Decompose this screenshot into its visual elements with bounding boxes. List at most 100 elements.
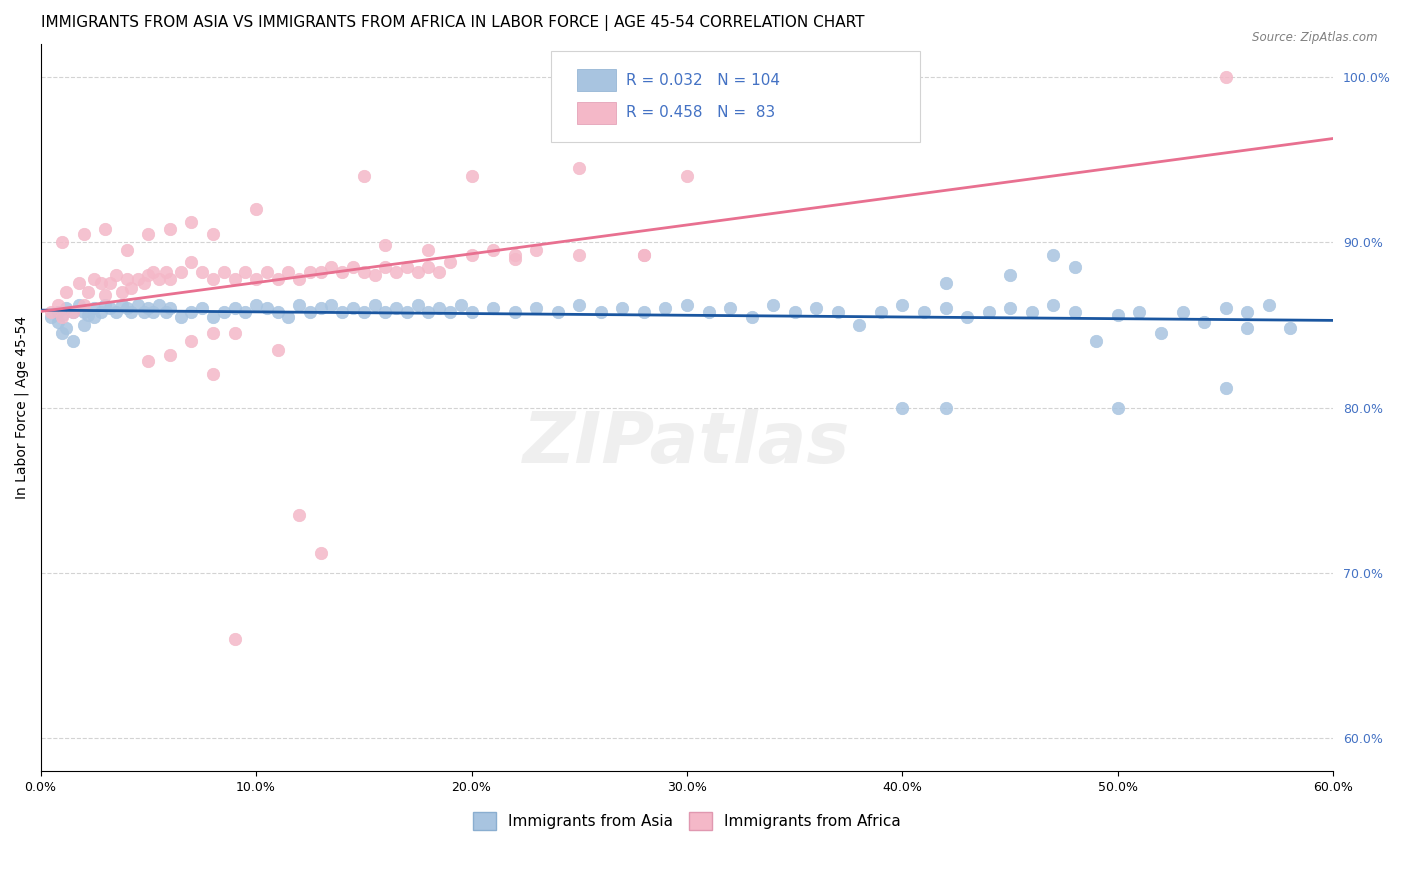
Text: Source: ZipAtlas.com: Source: ZipAtlas.com: [1253, 31, 1378, 45]
Point: [120, 281, 142, 295]
Point: [191, 301, 214, 316]
Point: [169, 310, 191, 324]
Point: [46, 298, 69, 312]
Point: [245, 271, 267, 285]
Point: [568, 248, 591, 262]
Point: [51, 326, 73, 340]
Point: [155, 304, 177, 318]
Point: [363, 298, 385, 312]
Point: [98, 277, 121, 291]
Point: [46, 314, 69, 328]
Point: [363, 268, 385, 283]
Point: [73, 298, 96, 312]
Point: [90, 304, 112, 318]
Point: [460, 169, 482, 183]
Point: [115, 244, 138, 258]
Y-axis label: In Labor Force | Age 45-54: In Labor Force | Age 45-54: [15, 316, 30, 499]
Legend: Immigrants from Asia, Immigrants from Africa: Immigrants from Asia, Immigrants from Af…: [467, 805, 907, 837]
Point: [111, 298, 134, 312]
Point: [62, 304, 84, 318]
Point: [180, 334, 202, 349]
Point: [256, 301, 278, 316]
Point: [427, 301, 450, 316]
Point: [418, 244, 440, 258]
Point: [1085, 334, 1108, 349]
Point: [138, 301, 160, 316]
Point: [503, 248, 526, 262]
Point: [1171, 304, 1194, 318]
Point: [935, 401, 957, 415]
Point: [1192, 314, 1215, 328]
Point: [977, 304, 1000, 318]
Point: [309, 265, 332, 279]
Point: [41, 304, 63, 318]
Point: [353, 169, 375, 183]
Point: [482, 301, 505, 316]
Point: [718, 301, 741, 316]
Point: [191, 265, 214, 279]
Point: [288, 271, 311, 285]
Point: [503, 304, 526, 318]
Point: [180, 215, 202, 229]
Point: [460, 304, 482, 318]
Point: [450, 298, 472, 312]
Point: [589, 304, 612, 318]
Point: [998, 301, 1021, 316]
Point: [891, 401, 914, 415]
Point: [1042, 298, 1064, 312]
Point: [330, 265, 353, 279]
Point: [547, 304, 569, 318]
Text: ZIPatlas: ZIPatlas: [523, 409, 851, 478]
Point: [62, 334, 84, 349]
Point: [212, 265, 235, 279]
Point: [77, 285, 100, 299]
Point: [212, 304, 235, 318]
Point: [115, 271, 138, 285]
FancyBboxPatch shape: [551, 51, 920, 142]
Text: R = 0.032   N = 104: R = 0.032 N = 104: [626, 72, 780, 87]
Point: [633, 248, 655, 262]
Point: [55, 321, 77, 335]
Point: [266, 304, 288, 318]
Point: [51, 308, 73, 322]
Point: [46, 304, 69, 318]
Point: [827, 304, 849, 318]
Point: [132, 277, 155, 291]
Point: [159, 222, 181, 236]
Point: [806, 301, 828, 316]
Point: [142, 304, 165, 318]
Point: [51, 310, 73, 324]
Point: [353, 304, 375, 318]
Point: [309, 546, 332, 560]
Point: [654, 301, 676, 316]
Point: [201, 271, 224, 285]
Point: [1107, 308, 1129, 322]
Point: [1236, 321, 1258, 335]
Point: [41, 310, 63, 324]
Point: [94, 298, 117, 312]
Point: [67, 298, 90, 312]
Point: [503, 252, 526, 266]
Point: [105, 268, 128, 283]
Point: [633, 248, 655, 262]
Point: [67, 277, 90, 291]
Point: [224, 326, 246, 340]
Point: [90, 277, 112, 291]
Point: [1215, 301, 1237, 316]
Point: [330, 304, 353, 318]
Point: [568, 161, 591, 175]
Point: [155, 265, 177, 279]
Point: [309, 301, 332, 316]
Point: [245, 298, 267, 312]
Point: [233, 304, 256, 318]
Point: [891, 298, 914, 312]
Point: [98, 301, 121, 316]
Point: [935, 301, 957, 316]
Point: [169, 265, 191, 279]
Point: [1215, 70, 1237, 84]
Point: [277, 265, 299, 279]
Point: [288, 298, 311, 312]
Point: [676, 169, 699, 183]
Point: [245, 202, 267, 216]
Point: [870, 304, 893, 318]
